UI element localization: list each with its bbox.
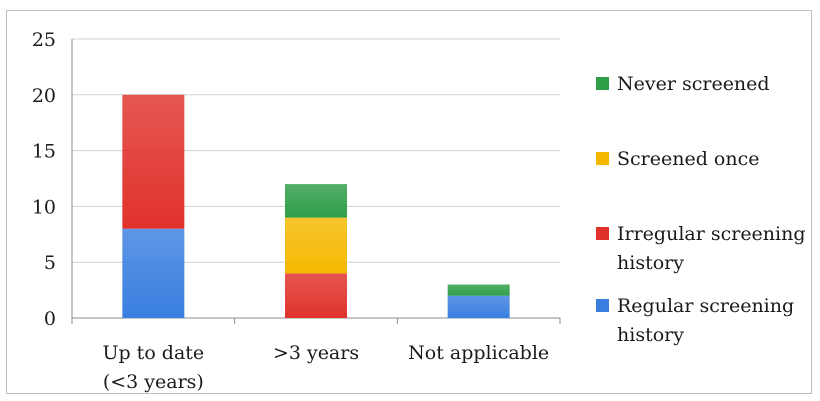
legend-label: history [617,324,684,346]
bar-segment-regular-screening-history [447,295,510,318]
y-tick-label: 0 [44,308,56,330]
legend-swatch [596,152,609,165]
y-tick-label: 20 [32,85,56,107]
bar-segment-irregular-screening-history [285,273,347,318]
x-category-label: Up to date [102,342,204,364]
legend-label: Regular screening [617,295,794,317]
y-tick-label: 10 [32,196,56,218]
legend-label: Screened once [617,148,759,170]
legend-label: Never screened [617,73,770,95]
y-tick-label: 15 [32,141,56,163]
bar-segment-screened-once [285,217,347,274]
x-category-label: Not applicable [408,342,549,364]
legend-swatch [596,77,609,90]
bar-segment-never-screened [447,284,510,296]
x-category-label: >3 years [273,342,359,364]
bar-segment-never-screened [285,184,347,218]
y-tick-label: 5 [44,252,56,274]
bar-segment-regular-screening-history [122,228,185,318]
y-tick-label: 25 [32,29,56,51]
bar-segment-irregular-screening-history [122,94,185,229]
legend-swatch [596,299,609,312]
legend-label: Irregular screening [617,223,806,245]
x-category-label: (<3 years) [103,371,204,393]
legend-label: history [617,252,684,274]
legend-swatch [596,227,609,240]
